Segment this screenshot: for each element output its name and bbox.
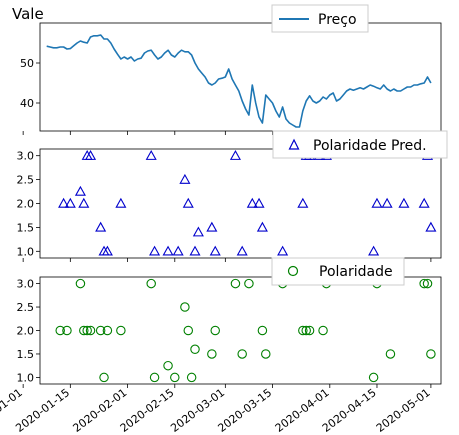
legend-box [271,257,405,286]
polarity-point [368,372,379,383]
polarity-point [419,278,429,289]
polarity-point [146,278,156,289]
predicted-polarity-point [418,197,430,208]
predicted-polarity-point [398,197,410,208]
polarity-point [99,372,109,383]
y-tick-label: 1.5 [17,348,35,361]
polarity-point [190,344,200,355]
polarity-point [163,360,173,371]
polarity-point [318,325,328,336]
predicted-polarity-point [256,221,268,232]
y-tick-label: 1.0 [17,371,35,384]
predicted-polarity-point [58,197,70,208]
predicted-polarity-point [162,245,174,256]
legend-label: Polaridade Pred. [313,138,427,154]
predicted-polarity-point [179,173,191,184]
price-panel: Vale 40 50 Preço [12,4,442,135]
polarity-point [230,278,241,289]
y-tick-label: 3.0 [17,150,35,163]
polarity-point [244,278,254,289]
polarity-point [257,325,268,336]
polarity-point [301,325,311,336]
predicted-polarity-point [85,149,97,160]
predicted-polarity-point [368,245,380,256]
polarity-point [82,325,92,336]
axes-frame [39,22,442,132]
polarity-point [79,325,89,336]
polarity-point [186,372,197,383]
y-tick-label: 3.0 [17,278,35,291]
price-legend: Preço [271,4,369,33]
predicted-polarity-point [95,221,107,232]
predicted-polarity-point [277,245,289,256]
predicted-polarity-plot-area: 1.0 1.5 2.0 2.5 3.0 [17,148,442,262]
predicted-polarity-panel: 1.0 1.5 2.0 2.5 3.0 Polaridade Pred. [17,130,448,262]
legend-box [272,130,448,159]
predicted-polarity-point [189,245,201,256]
legend-label: Preço [318,12,357,28]
predicted-polarity-point [297,197,309,208]
predicted-polarity-legend: Polaridade Pred. [272,130,448,159]
predicted-polarity-point [209,245,221,256]
polarity-point [75,278,86,289]
polarity-point [304,325,315,336]
polarity-point [385,349,396,359]
predicted-polarity-point [182,197,194,208]
polarity-point [55,325,65,336]
predicted-polarity-point [101,245,113,256]
polarity-point [298,325,308,336]
polarity-point [102,325,113,336]
predicted-polarity-point [206,221,218,232]
predicted-polarity-point [115,197,127,208]
polarity-point [237,349,247,359]
predicted-polarity-point [192,226,204,237]
predicted-polarity-point [172,245,184,256]
y-tick-label: 1.0 [17,245,35,258]
predicted-polarity-point [381,197,393,208]
predicted-polarity-point [64,197,76,208]
polarity-legend: Polaridade [271,257,405,286]
predicted-polarity-point [425,221,437,232]
y-tick-label: 2.5 [17,301,35,314]
y-tick-label: 40 [20,97,34,110]
predicted-polarity-point [149,245,161,256]
predicted-polarity-point [145,149,157,160]
predicted-polarity-point [246,197,258,208]
predicted-polarity-point [74,185,86,196]
predicted-polarity-point [229,149,241,160]
price-plot-area: 40 50 [20,22,442,135]
legend-circle-swatch [287,265,299,277]
polarity-point [210,325,220,336]
polarity-point [95,325,106,336]
polarity-point [261,349,271,359]
polarity-point [207,349,217,359]
y-tick-label: 2.0 [17,198,35,211]
polarity-point [116,325,126,336]
y-tick-label: 2.5 [17,174,35,187]
legend-label: Polaridade [319,264,393,280]
legend-triangle-swatch [288,138,300,150]
polarity-point [180,302,190,312]
polarity-point [170,372,180,383]
polarity-point [422,278,433,289]
y-tick-label: 50 [20,57,34,70]
y-tick-label: 2.0 [17,325,35,338]
y-tick-label: 1.5 [17,221,35,234]
predicted-polarity-point [371,197,383,208]
predicted-polarity-point [78,197,90,208]
chart-title: Vale [12,5,44,23]
polarity-point [149,372,160,383]
polarity-point [85,325,96,336]
predicted-polarity-point [253,197,265,208]
polarity-point [183,325,194,336]
polarity-point [426,349,436,359]
polarity-point [62,325,72,336]
predicted-polarity-point [236,245,248,256]
price-series-line [46,34,432,128]
